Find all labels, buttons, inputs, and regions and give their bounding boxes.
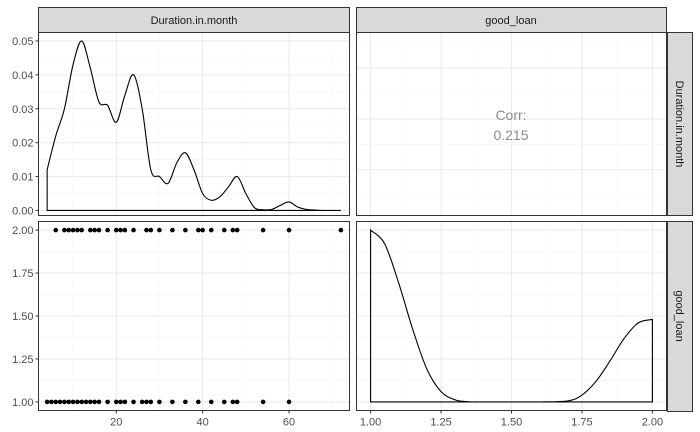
scatter-point [113, 399, 119, 405]
scatter-point [157, 227, 162, 233]
y-tick-label-duration: 0.02 [12, 138, 33, 150]
strip-col-duration [38, 7, 350, 33]
scatter-point [49, 399, 54, 405]
x-tick-label-good-loan: 2.00 [642, 417, 663, 429]
scatter-point [53, 227, 59, 233]
strip-col-good-loan [356, 7, 667, 33]
scatter-point [200, 227, 205, 233]
scatter-point [70, 227, 76, 233]
strip-label-row-good-loan: good_loan [673, 290, 685, 341]
y-tick-label-good-loan: 1.00 [12, 397, 33, 409]
x-tick-label-good-loan: 1.00 [360, 417, 381, 429]
scatter-point [260, 399, 266, 405]
scatter-point [66, 399, 72, 405]
scatter-point [144, 227, 149, 233]
scatter-point [75, 227, 80, 233]
scatter-point [83, 399, 89, 405]
scatter-point [62, 227, 67, 233]
scatter-point [62, 399, 67, 405]
corr-label: Corr: [495, 107, 526, 123]
y-tick-label-duration: 0.04 [12, 70, 33, 82]
x-tick-label-good-loan: 1.75 [571, 417, 592, 429]
scatter-point [105, 227, 110, 233]
scatter-point [96, 227, 102, 233]
scatter-point [286, 227, 292, 233]
y-tick-label-good-loan: 2.00 [12, 225, 33, 237]
scatter-point [230, 399, 236, 405]
density-duration-curve [46, 40, 341, 211]
x-tick-label-duration: 20 [110, 417, 122, 429]
scatter-point [44, 399, 50, 405]
strip-row-good-loan [667, 221, 693, 412]
corr-value: 0.215 [493, 127, 528, 143]
scatter-point [148, 227, 154, 233]
y-tick-label-good-loan: 1.75 [12, 268, 33, 280]
y-tick-label-good-loan: 1.50 [12, 311, 33, 323]
scatter-point [105, 399, 110, 405]
scatter-point [221, 399, 227, 405]
scatter-point [88, 227, 93, 233]
x-tick-label-good-loan: 1.25 [430, 417, 451, 429]
scatter-point [183, 399, 188, 405]
strip-row-duration [667, 32, 693, 216]
scatter-point [88, 399, 93, 405]
strip-label-row-duration: Duration.in.month [673, 81, 685, 168]
scatter-point [79, 227, 84, 233]
scatter-point [118, 399, 123, 405]
scatter-point [92, 227, 97, 233]
scatter-point [131, 399, 136, 405]
scatter-point [157, 399, 162, 405]
scatter-point [96, 399, 102, 405]
density-duration-background [38, 32, 350, 216]
scatter-point [338, 227, 344, 233]
y-tick-label-good-loan: 1.25 [12, 354, 33, 366]
x-tick-label-duration: 60 [283, 417, 295, 429]
scatter-point [170, 399, 175, 405]
scatter-point [221, 227, 227, 233]
scatter-point [70, 399, 76, 405]
scatter-point [122, 227, 128, 233]
scatter-point [196, 227, 201, 233]
scatter-point [75, 399, 80, 405]
x-tick-label-good-loan: 1.50 [501, 417, 522, 429]
scatter-point [57, 399, 63, 405]
scatter-point [208, 399, 214, 405]
scatter-point [286, 399, 292, 405]
scatter-point [196, 399, 201, 405]
scatter-point [66, 227, 72, 233]
scatter-point [208, 227, 214, 233]
scatter-point [139, 399, 145, 405]
scatter-point [183, 227, 188, 233]
y-tick-label-duration: 0.00 [12, 205, 33, 217]
y-tick-label-duration: 0.01 [12, 172, 33, 184]
y-tick-label-duration: 0.03 [12, 104, 33, 116]
scatter-point [144, 399, 149, 405]
scatter-point [79, 399, 84, 405]
scatter-point [122, 399, 128, 405]
strip-label-col-duration: Duration.in.month [151, 15, 238, 27]
scatter-point [118, 227, 123, 233]
scatter-point [148, 399, 154, 405]
scatter-point [170, 227, 175, 233]
scatter-point [92, 399, 97, 405]
strip-label-col-good-loan: good_loan [485, 15, 536, 27]
scatter-point [230, 227, 236, 233]
scatter-point [53, 399, 59, 405]
scatter-point [260, 227, 266, 233]
scatter-point [113, 227, 119, 233]
scatter-point [131, 227, 136, 233]
density-good-loan-curve [370, 228, 653, 403]
scatter-point [234, 227, 240, 233]
scatter-point [234, 399, 240, 405]
x-tick-label-duration: 40 [197, 417, 209, 429]
y-tick-label-duration: 0.05 [12, 36, 33, 48]
